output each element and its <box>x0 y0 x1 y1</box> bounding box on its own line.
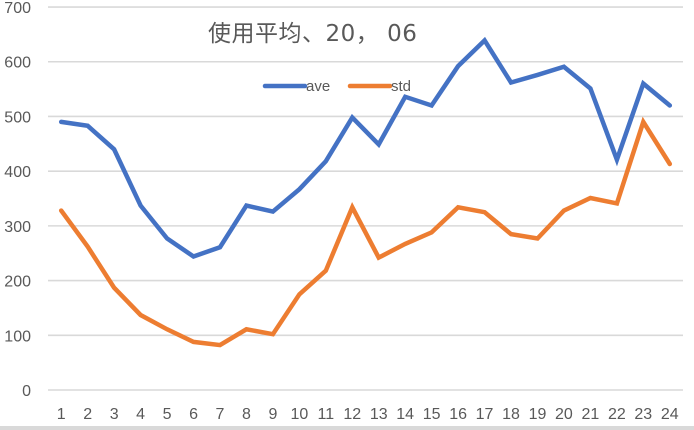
x-tick-label: 18 <box>502 406 520 423</box>
x-tick-label: 6 <box>189 406 198 423</box>
x-tick-label: 17 <box>476 406 494 423</box>
x-tick-label: 11 <box>318 406 335 423</box>
y-tick-label: 300 <box>4 219 31 236</box>
x-tick-label: 13 <box>370 406 388 423</box>
x-tick-label: 7 <box>216 406 225 423</box>
gridlines <box>48 6 683 391</box>
legend: ave std <box>262 78 411 95</box>
x-tick-label: 23 <box>634 406 652 423</box>
y-tick-label: 400 <box>4 164 31 181</box>
x-axis-tick-labels: 1 2 3 4 5 6 7 8 9 10 11 12 13 14 15 16 17 18 19 20 21 22 23 24 <box>57 406 679 423</box>
x-tick-label: 12 <box>343 406 361 423</box>
chart-title: 使用平均、20， 06 <box>208 21 418 47</box>
x-tick-label: 16 <box>449 406 467 423</box>
bottom-scroll-edge <box>0 426 694 430</box>
legend-label-std: std <box>391 78 411 95</box>
y-tick-label: 0 <box>22 383 31 400</box>
x-tick-label: 22 <box>608 406 626 423</box>
x-tick-label: 1 <box>57 406 66 423</box>
y-tick-label: 500 <box>4 109 31 126</box>
y-axis-tick-labels: 0 100 200 300 400 500 600 700 <box>4 0 31 400</box>
series-line-ave <box>58 36 673 259</box>
x-tick-label: 14 <box>396 406 414 423</box>
x-tick-label: 19 <box>529 406 547 423</box>
x-tick-label: 9 <box>268 406 277 423</box>
x-tick-label: 10 <box>290 406 308 423</box>
x-tick-label: 15 <box>423 406 441 423</box>
x-tick-label: 3 <box>110 406 119 423</box>
x-tick-label: 2 <box>83 406 92 423</box>
x-tick-label: 4 <box>136 406 145 423</box>
y-tick-label: 700 <box>4 0 31 17</box>
x-tick-label: 20 <box>555 406 573 423</box>
x-tick-label: 8 <box>242 406 251 423</box>
y-tick-label: 100 <box>4 328 31 345</box>
x-tick-label: 24 <box>661 406 679 423</box>
series-lines <box>58 36 673 348</box>
legend-label-ave: ave <box>306 78 330 95</box>
series-line-std <box>58 116 673 348</box>
x-tick-label: 5 <box>163 406 172 423</box>
y-tick-label: 600 <box>4 55 31 72</box>
x-tick-label: 21 <box>581 406 599 423</box>
y-tick-label: 200 <box>4 274 31 291</box>
